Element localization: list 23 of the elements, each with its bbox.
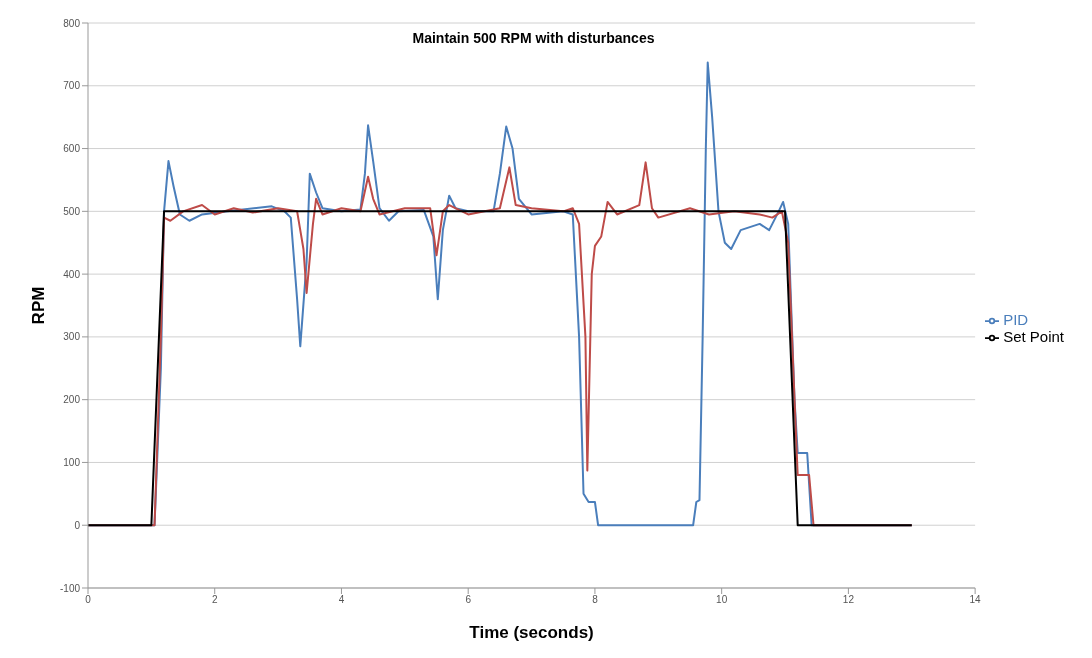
x-tick-label: 14	[969, 594, 982, 606]
y-tick-label: -100	[59, 582, 81, 594]
y-tick-label: 800	[63, 17, 81, 29]
y-tick-label: 600	[63, 143, 81, 155]
x-axis-title: Time (seconds)	[469, 623, 594, 642]
y-tick-label: 400	[63, 268, 81, 280]
text: Maintain 500 RPM with disturbances	[411, 30, 656, 46]
x-tick-label: 8	[592, 594, 599, 606]
y-tick-label: 100	[63, 456, 81, 468]
x-tick-label: 10	[716, 594, 728, 606]
x-tick-label: 4	[338, 594, 345, 606]
x-tick-label: 12	[842, 594, 855, 606]
y-tick-label: 300	[63, 331, 81, 343]
x-tick-label: 2	[211, 594, 218, 606]
y-tick-label: 500	[63, 205, 81, 217]
y-tick-label: 0	[74, 519, 81, 531]
legend-label: Set Point	[1003, 328, 1064, 345]
y-tick-label: 200	[63, 394, 81, 406]
x-tick-label: 6	[465, 594, 472, 606]
x-tick-label: 0	[85, 594, 92, 606]
legend-label: PID	[1003, 310, 1029, 328]
y-tick-label: 700	[63, 80, 81, 92]
y-axis-title: RPM	[29, 286, 49, 325]
